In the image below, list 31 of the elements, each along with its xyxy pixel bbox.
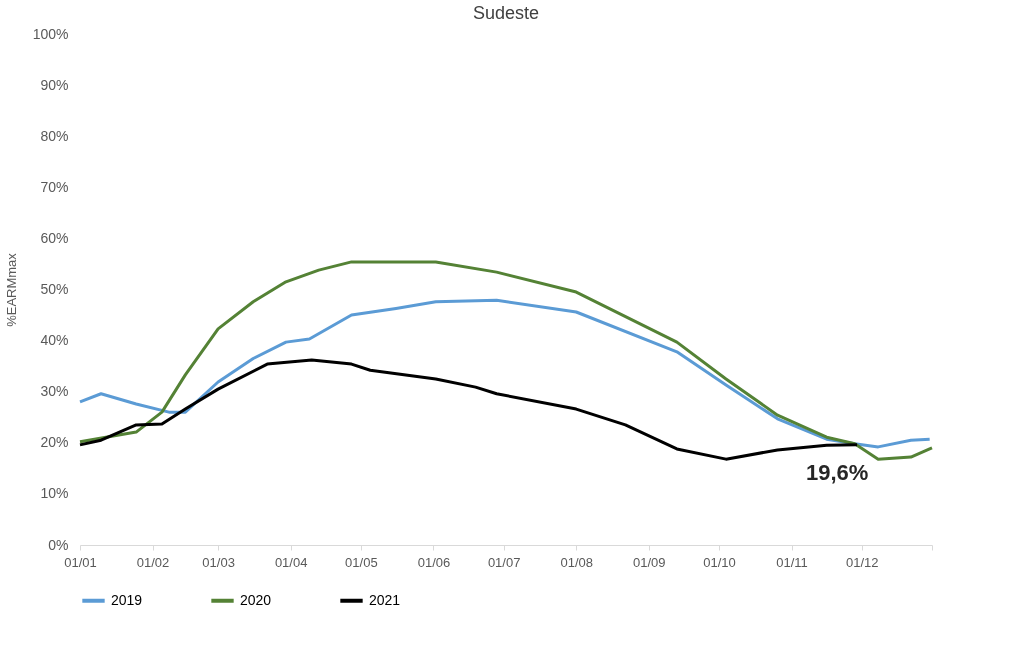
y-tick-label: 20%	[40, 434, 69, 451]
y-tick-label: 90%	[40, 76, 69, 93]
line-series	[78, 298, 932, 449]
x-tick-label: 01/03	[202, 554, 235, 570]
x-tick-label: 01/08	[560, 554, 593, 570]
annotation: 19,6%	[805, 459, 869, 485]
y-axis-title: %EARMmax	[3, 252, 19, 327]
y-tick-label: 40%	[40, 332, 69, 349]
x-tick-label: 01/01	[64, 554, 97, 570]
x-tick-label: 01/12	[846, 554, 879, 570]
x-tick-label: 01/07	[487, 554, 521, 570]
y-tick-label: 0%	[48, 536, 69, 553]
y-tick-label: 60%	[40, 229, 69, 246]
y-tick-label: 10%	[40, 485, 69, 502]
x-tick-label: 01/02	[136, 554, 170, 570]
x-tick-label: 01/06	[417, 554, 451, 570]
legend-label: 2019	[111, 591, 143, 608]
y-tick-label: 30%	[40, 383, 69, 400]
x-tick-label: 01/11	[776, 554, 808, 570]
x-tick-label: 01/04	[274, 554, 308, 570]
legend-label: 2020	[240, 591, 272, 608]
y-tick-label: 70%	[40, 178, 69, 195]
y-tick-label: 80%	[40, 127, 69, 144]
legend-label: 2021	[369, 591, 401, 608]
x-tick-label: 01/05	[345, 554, 378, 570]
x-tick-label: 01/10	[703, 554, 736, 570]
x-tick-label: 01/09	[633, 554, 666, 570]
line-series	[78, 358, 859, 461]
chart-title: Sudeste	[472, 3, 540, 23]
y-tick-label: 100%	[32, 25, 69, 42]
y-tick-label: 50%	[40, 281, 69, 297]
